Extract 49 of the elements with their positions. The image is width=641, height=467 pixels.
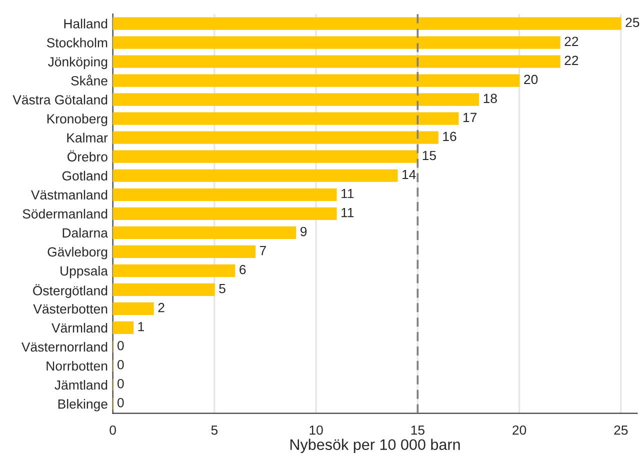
data-label: 14 [402, 170, 416, 180]
data-label: 22 [564, 36, 578, 46]
y-tick-label: Blekinge [58, 399, 108, 412]
data-label: 11 [342, 208, 354, 218]
y-tick-label: Västernorrland [21, 342, 108, 352]
data-label: 9 [300, 226, 307, 236]
data-label: 18 [484, 94, 497, 104]
x-axis-title: Nybesök per 10 000 barn [290, 438, 460, 454]
y-tick-label: Dalarna [62, 228, 108, 238]
data-label: 11 [342, 188, 354, 198]
y-tick-label: Skåne [71, 74, 108, 86]
data-label: 0 [118, 398, 124, 408]
x-tick-label: 20 [512, 425, 526, 435]
y-tick-label: Stockholm [46, 38, 108, 48]
y-tick-label: Värmland [52, 322, 108, 333]
data-label: 17 [463, 112, 476, 122]
data-label: 7 [260, 246, 266, 256]
data-label: 15 [422, 150, 436, 160]
data-label: 5 [219, 284, 226, 294]
y-tick-label: Gotland [62, 170, 108, 181]
y-tick-label: Södermanland [22, 208, 108, 219]
y-tick-label: Uppsala [60, 266, 108, 278]
data-label: 16 [443, 132, 456, 142]
data-label: 6 [240, 264, 246, 274]
y-tick-label: Västra Götaland [12, 94, 108, 104]
y-tick-label: Norrbotten [46, 360, 108, 371]
x-tick-label: 25 [614, 425, 628, 435]
data-label: 1 [138, 322, 144, 332]
x-tick-label: 5 [211, 426, 218, 435]
y-tick-label: Örebro [68, 150, 108, 162]
y-tick-label: Gävleborg [48, 246, 108, 260]
data-label: 20 [524, 74, 538, 84]
y-tick-label: Östergötland [33, 284, 108, 298]
x-tick-label: 15 [411, 426, 424, 435]
y-tick-label: Halland [64, 18, 108, 28]
data-label: 25 [626, 18, 640, 28]
y-tick-label: Jämtland [54, 380, 108, 390]
x-tick-label: 0 [110, 425, 116, 435]
data-label: 22 [564, 56, 578, 65]
y-tick-label: Kalmar [67, 132, 108, 143]
y-tick-label: Jönköping [48, 56, 108, 70]
data-label: 0 [118, 378, 124, 388]
y-tick-label: Västmanland [31, 190, 108, 200]
y-tick-label: Västerbotten [33, 304, 108, 314]
data-label: 0 [118, 340, 124, 350]
data-label: 0 [118, 360, 124, 370]
data-label: 2 [158, 302, 164, 312]
y-tick-label: Kronoberg [47, 114, 108, 126]
x-tick-label: 10 [310, 425, 323, 435]
